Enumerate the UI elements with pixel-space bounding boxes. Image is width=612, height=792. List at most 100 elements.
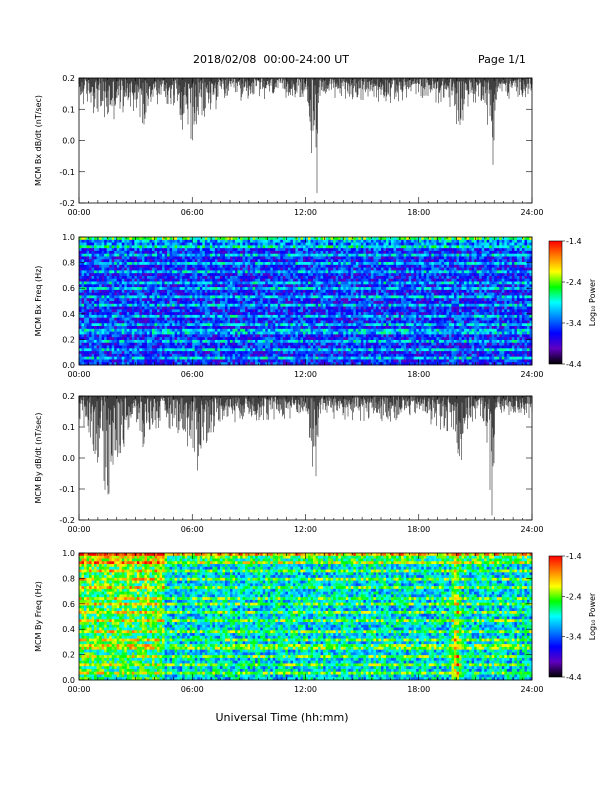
heatmap-cell [318, 259, 321, 263]
heatmap-cell [104, 278, 107, 282]
heatmap-cell [290, 317, 294, 321]
heatmap-cell [151, 314, 155, 318]
heatmap-cell [104, 362, 107, 366]
heatmap-cell [313, 320, 316, 324]
heatmap-cell [174, 298, 178, 302]
heatmap-cell [340, 295, 344, 299]
heatmap-cell [207, 342, 211, 346]
heatmap-cell [94, 267, 97, 271]
heatmap-cell [292, 298, 296, 302]
heatmap-cell [235, 275, 238, 280]
heatmap-cell [230, 312, 233, 316]
heatmap-cell [287, 239, 291, 243]
heatmap-cell [146, 273, 150, 277]
heatmap-cell [335, 301, 339, 305]
heatmap-cell [313, 278, 316, 282]
heatmap-cell [139, 348, 143, 352]
heatmap-cell [222, 264, 226, 268]
heatmap-cell [280, 264, 284, 268]
heatmap-cell [333, 303, 336, 307]
heatmap-cell [79, 287, 82, 291]
heatmap-cell [295, 314, 299, 318]
heatmap-cell [197, 331, 201, 335]
heatmap-cell [194, 267, 198, 271]
heatmap-cell [330, 339, 334, 344]
heatmap-cell [81, 359, 85, 363]
heatmap-cell [323, 298, 326, 302]
heatmap-cell [139, 345, 143, 349]
heatmap-cell [144, 275, 148, 280]
heatmap-cell [260, 245, 264, 249]
heatmap-cell [297, 345, 301, 349]
heatmap-cell [265, 328, 269, 332]
heatmap-cell [212, 342, 216, 346]
heatmap-cell [297, 287, 301, 291]
heatmap-cell [222, 334, 226, 338]
heatmap-cell [235, 273, 238, 277]
heatmap-cell [144, 334, 148, 338]
heatmap-cell [277, 253, 281, 257]
heatmap-cell [252, 326, 256, 330]
heatmap-cell [114, 345, 118, 349]
heatmap-cell [217, 287, 221, 291]
heatmap-cell [177, 275, 180, 280]
heatmap-cell [124, 259, 128, 263]
heatmap-cell [141, 303, 145, 307]
heatmap-cell [325, 275, 329, 280]
heatmap-cell [126, 328, 130, 332]
heatmap-cell [235, 281, 238, 285]
heatmap-cell [131, 309, 135, 313]
heatmap-cell [199, 275, 203, 280]
heatmap-cell [84, 323, 87, 327]
heatmap-cell [182, 356, 185, 360]
heatmap-cell [265, 339, 269, 344]
heatmap-cell [308, 359, 311, 363]
heatmap-cell [164, 289, 168, 293]
heatmap-cell [149, 242, 153, 246]
heatmap-cell [192, 295, 196, 299]
heatmap-cell [174, 237, 178, 241]
heatmap-cell [280, 323, 284, 327]
heatmap-cell [134, 281, 138, 285]
heatmap-cell [257, 275, 261, 280]
heatmap-cell [280, 328, 284, 332]
heatmap-cell [222, 273, 226, 277]
heatmap-cell [320, 303, 324, 307]
heatmap-cell [182, 256, 185, 260]
heatmap-cell [139, 339, 143, 344]
heatmap-cell [265, 245, 269, 249]
heatmap-cell [214, 295, 218, 299]
heatmap-cell [197, 326, 201, 330]
heatmap-cell [262, 331, 266, 335]
heatmap-cell [292, 317, 296, 321]
heatmap-cell [119, 259, 123, 263]
heatmap-cell [172, 292, 175, 296]
heatmap-cell [159, 284, 163, 288]
heatmap-cell [310, 309, 314, 313]
heatmap-cell [202, 339, 206, 344]
heatmap-cell [292, 301, 296, 305]
heatmap-cell [121, 248, 125, 252]
heatmap-cell [232, 262, 236, 266]
heatmap-cell [247, 256, 251, 260]
heatmap-cell [144, 298, 148, 302]
heatmap-cell [134, 256, 138, 260]
heatmap-cell [209, 264, 213, 268]
heatmap-cell [338, 256, 342, 260]
heatmap-cell [157, 342, 160, 346]
heatmap-cell [214, 301, 218, 305]
heatmap-cell [182, 337, 185, 341]
heatmap-cell [222, 303, 226, 307]
heatmap-cell [124, 242, 128, 246]
heatmap-cell [325, 326, 329, 330]
heatmap-cell [340, 309, 344, 313]
heatmap-cell [94, 351, 97, 355]
heatmap-cell [81, 326, 85, 330]
heatmap-cell [217, 348, 221, 352]
heatmap-cell [134, 267, 138, 271]
heatmap-cell [111, 259, 115, 263]
heatmap-cell [169, 245, 173, 249]
heatmap-cell [260, 309, 264, 313]
heatmap-cell [124, 326, 128, 330]
heatmap-cell [106, 351, 110, 355]
